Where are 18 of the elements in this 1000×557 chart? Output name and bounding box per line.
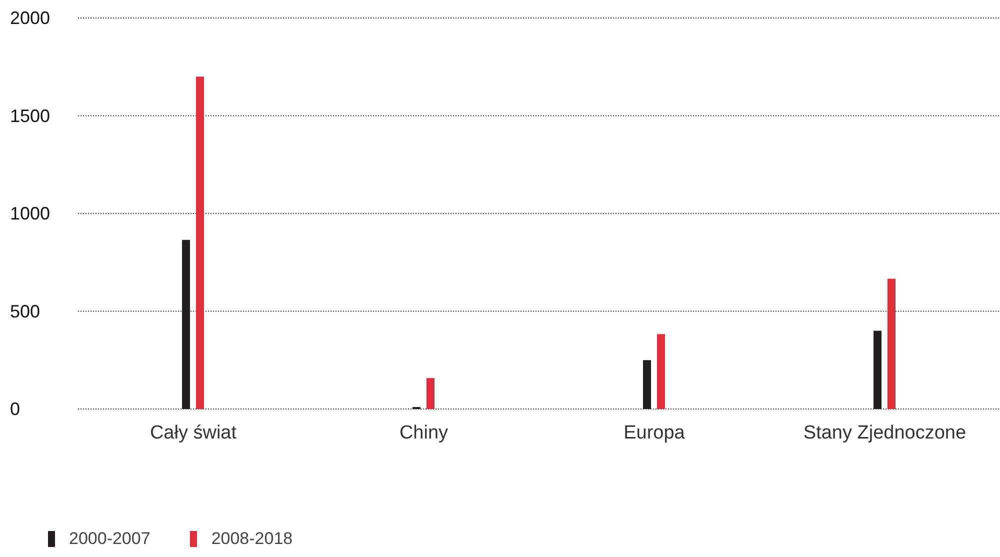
bar: [888, 278, 896, 409]
y-tick-label: 2000: [10, 8, 50, 28]
bar: [182, 240, 190, 409]
x-tick-label: Stany Zjednoczone: [803, 422, 966, 444]
legend-label: 2000-2007: [68, 529, 150, 549]
bar: [196, 76, 204, 409]
bar: [426, 378, 434, 409]
y-tick-label: 500: [10, 301, 40, 322]
x-tick-label: Europa: [624, 422, 686, 444]
legend-label: 2008-2018: [210, 529, 293, 549]
y-tick-label: 0: [10, 399, 20, 419]
y-tick-label: 1500: [10, 106, 50, 126]
x-tick-label: Chiny: [399, 422, 449, 444]
y-tick-label: 1000: [10, 204, 50, 224]
bar: [643, 360, 651, 409]
x-tick-label: Cały świat: [150, 422, 238, 444]
bar: [657, 334, 665, 409]
bar: [874, 330, 882, 409]
